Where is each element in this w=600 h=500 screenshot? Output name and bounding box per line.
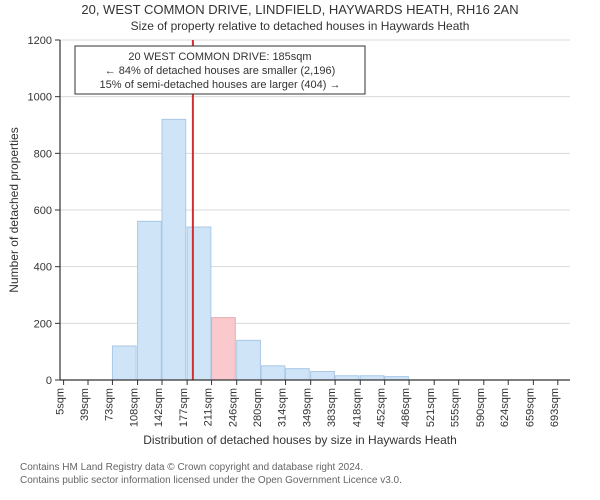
ytick-label: 600 <box>34 205 52 217</box>
histogram-bar <box>335 376 359 380</box>
ytick-label: 400 <box>34 262 52 274</box>
chart-title-1: 20, WEST COMMON DRIVE, LINDFIELD, HAYWAR… <box>81 2 518 17</box>
histogram-bar <box>112 346 136 380</box>
chart-title-2: Size of property relative to detached ho… <box>131 19 470 33</box>
annotation-line-3: 15% of semi-detached houses are larger (… <box>100 79 341 91</box>
xtick-label: 349sqm <box>302 388 314 427</box>
ytick-label: 1200 <box>28 35 52 47</box>
x-axis-label: Distribution of detached houses by size … <box>143 433 457 447</box>
annotation-line-2: ← 84% of detached houses are smaller (2,… <box>105 65 336 77</box>
y-axis-label: Number of detached properties <box>7 127 21 292</box>
xtick-label: 418sqm <box>351 388 363 427</box>
histogram-bar <box>311 372 335 381</box>
xtick-label: 590sqm <box>475 388 487 427</box>
histogram-bar <box>162 119 186 380</box>
histogram-bar <box>138 221 162 380</box>
histogram-bar-highlight <box>212 318 236 380</box>
xtick-label: 659sqm <box>524 388 536 427</box>
xtick-label: 383sqm <box>326 388 338 427</box>
xtick-label: 177sqm <box>178 388 190 427</box>
xtick-label: 521sqm <box>425 388 437 427</box>
histogram-bar <box>261 366 285 380</box>
xtick-label: 108sqm <box>129 388 141 427</box>
xtick-label: 142sqm <box>153 388 165 427</box>
xtick-label: 486sqm <box>400 388 412 427</box>
xtick-label: 314sqm <box>277 388 289 427</box>
ytick-label: 200 <box>34 318 52 330</box>
xtick-label: 73sqm <box>103 388 115 421</box>
footer-line: Contains HM Land Registry data © Crown c… <box>20 462 363 473</box>
xtick-label: 5sqm <box>55 388 67 415</box>
xtick-label: 555sqm <box>450 388 462 427</box>
histogram-bar <box>286 369 310 380</box>
xtick-label: 624sqm <box>499 388 511 427</box>
ytick-label: 800 <box>34 148 52 160</box>
annotation-line-1: 20 WEST COMMON DRIVE: 185sqm <box>128 51 311 63</box>
xtick-label: 452sqm <box>376 388 388 427</box>
footer-line: Contains public sector information licen… <box>20 475 402 486</box>
ytick-label: 1000 <box>28 92 52 104</box>
histogram-bar <box>187 227 211 380</box>
xtick-label: 280sqm <box>252 388 264 427</box>
histogram-bar <box>237 340 261 380</box>
xtick-label: 693sqm <box>549 388 561 427</box>
property-size-histogram: 20, WEST COMMON DRIVE, LINDFIELD, HAYWAR… <box>0 0 600 500</box>
ytick-label: 0 <box>46 375 52 387</box>
xtick-label: 39sqm <box>79 388 91 421</box>
xtick-label: 211sqm <box>203 388 215 426</box>
xtick-label: 246sqm <box>228 388 240 427</box>
histogram-bar <box>360 376 384 380</box>
